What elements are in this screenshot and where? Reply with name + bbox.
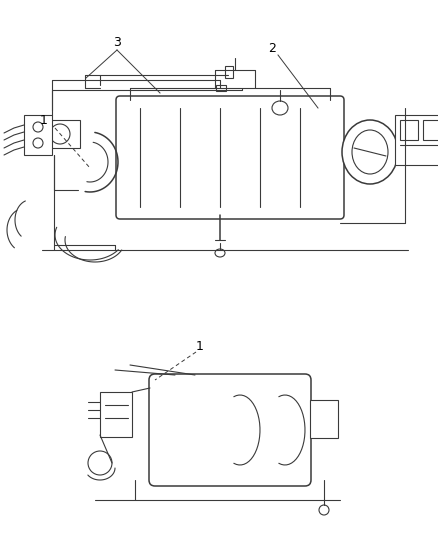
Bar [215,85,226,91]
Ellipse shape [318,505,328,515]
Bar [399,120,417,140]
Ellipse shape [351,130,387,174]
Text: 2: 2 [268,42,276,54]
Bar [225,66,233,78]
Ellipse shape [88,451,112,475]
Bar [24,115,52,155]
Ellipse shape [272,101,287,115]
Bar [309,400,337,438]
Text: 3: 3 [113,36,120,50]
FancyBboxPatch shape [116,96,343,219]
Bar [422,120,438,140]
FancyBboxPatch shape [148,374,310,486]
Ellipse shape [341,120,397,184]
Bar [394,115,438,165]
Bar [100,392,132,437]
Ellipse shape [33,122,43,132]
Ellipse shape [50,124,70,144]
Text: 1: 1 [196,341,204,353]
Text: 1: 1 [40,114,48,126]
Bar [45,120,80,148]
Ellipse shape [215,249,225,257]
Ellipse shape [33,138,43,148]
